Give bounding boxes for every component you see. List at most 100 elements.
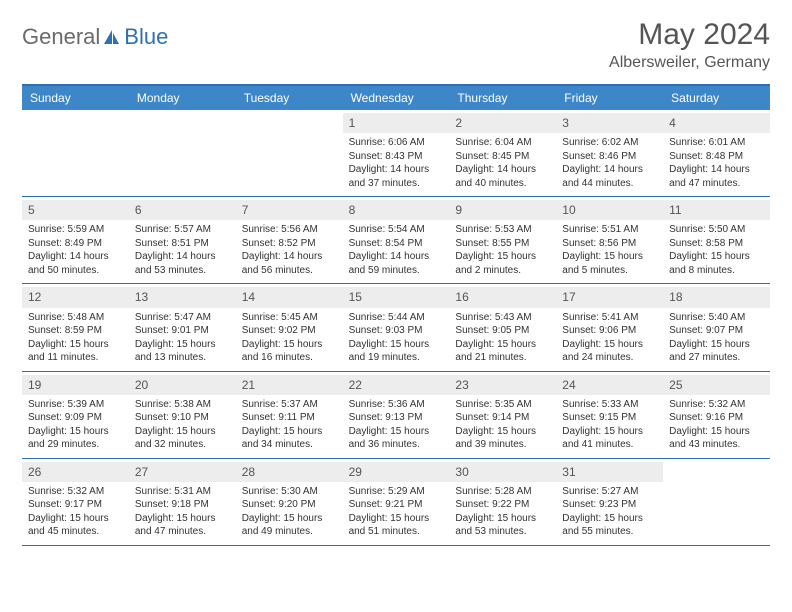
day-headers-row: Sunday Monday Tuesday Wednesday Thursday… [22,86,770,110]
sunrise-text: Sunrise: 5:56 AM [242,223,337,237]
day-number: 5 [22,200,129,220]
sunrise-text: Sunrise: 5:36 AM [349,398,444,412]
sunrise-text: Sunrise: 5:29 AM [349,485,444,499]
day-cell: 30Sunrise: 5:28 AMSunset: 9:22 PMDayligh… [449,459,556,545]
day-header: Tuesday [236,86,343,110]
day-cell: 12Sunrise: 5:48 AMSunset: 8:59 PMDayligh… [22,284,129,370]
sunrise-text: Sunrise: 6:04 AM [455,136,550,150]
daylight-text: Daylight: 15 hours and 24 minutes. [562,338,657,365]
daylight-text: Daylight: 15 hours and 39 minutes. [455,425,550,452]
sunrise-text: Sunrise: 5:40 AM [669,311,764,325]
daylight-text: Daylight: 15 hours and 53 minutes. [455,512,550,539]
title-block: May 2024 Albersweiler, Germany [609,18,770,72]
day-number: 6 [129,200,236,220]
day-number: 16 [449,287,556,307]
day-cell: . [663,459,770,545]
daylight-text: Daylight: 15 hours and 36 minutes. [349,425,444,452]
sunrise-text: Sunrise: 5:53 AM [455,223,550,237]
day-cell: 9 Sunrise: 5:53 AMSunset: 8:55 PMDaylight… [449,197,556,283]
day-number: 18 [663,287,770,307]
sunset-text: Sunset: 9:20 PM [242,498,337,512]
day-cell: 10Sunrise: 5:51 AMSunset: 8:56 PMDayligh… [556,197,663,283]
day-header: Wednesday [343,86,450,110]
sunset-text: Sunset: 8:56 PM [562,237,657,251]
day-cell: 22Sunrise: 5:36 AMSunset: 9:13 PMDayligh… [343,372,450,458]
sunset-text: Sunset: 9:06 PM [562,324,657,338]
day-cell: 17Sunrise: 5:41 AMSunset: 9:06 PMDayligh… [556,284,663,370]
day-number: 20 [129,375,236,395]
sunset-text: Sunset: 8:59 PM [28,324,123,338]
day-cell: . [236,110,343,196]
logo-text-a: General [22,24,100,50]
daylight-text: Daylight: 14 hours and 56 minutes. [242,250,337,277]
daylight-text: Daylight: 15 hours and 49 minutes. [242,512,337,539]
day-number: 19 [22,375,129,395]
day-number: 28 [236,462,343,482]
page-title: May 2024 [609,18,770,52]
day-number: 15 [343,287,450,307]
daylight-text: Daylight: 15 hours and 47 minutes. [135,512,230,539]
day-cell: 20Sunrise: 5:38 AMSunset: 9:10 PMDayligh… [129,372,236,458]
sunset-text: Sunset: 9:07 PM [669,324,764,338]
sunset-text: Sunset: 9:18 PM [135,498,230,512]
day-number: 14 [236,287,343,307]
weeks-container: ...1Sunrise: 6:06 AMSunset: 8:43 PMDayli… [22,110,770,546]
day-cell: 28 Sunrise: 5:30 AMSunset: 9:20 PMDayligh… [236,459,343,545]
sunset-text: Sunset: 9:15 PM [562,411,657,425]
day-cell: 11Sunrise: 5:50 AMSunset: 8:58 PMDayligh… [663,197,770,283]
sunrise-text: Sunrise: 5:43 AM [455,311,550,325]
daylight-text: Daylight: 15 hours and 2 minutes. [455,250,550,277]
day-number: 4 [663,113,770,133]
day-number: 1 [343,113,450,133]
day-cell: 7Sunrise: 5:56 AMSunset: 8:52 PMDaylight… [236,197,343,283]
week-row: ...1Sunrise: 6:06 AMSunset: 8:43 PMDayli… [22,110,770,197]
day-cell: 14Sunrise: 5:45 AMSunset: 9:02 PMDayligh… [236,284,343,370]
sunrise-text: Sunrise: 5:47 AM [135,311,230,325]
sunrise-text: Sunrise: 5:28 AM [455,485,550,499]
header: General Blue May 2024 Albersweiler, Germ… [22,18,770,72]
daylight-text: Daylight: 15 hours and 11 minutes. [28,338,123,365]
daylight-text: Daylight: 15 hours and 5 minutes. [562,250,657,277]
sunset-text: Sunset: 8:55 PM [455,237,550,251]
day-cell: 5Sunrise: 5:59 AMSunset: 8:49 PMDaylight… [22,197,129,283]
daylight-text: Daylight: 14 hours and 37 minutes. [349,163,444,190]
day-number: 7 [236,200,343,220]
day-cell: 26Sunrise: 5:32 AMSunset: 9:17 PMDayligh… [22,459,129,545]
sunrise-text: Sunrise: 5:30 AM [242,485,337,499]
day-header: Thursday [449,86,556,110]
sunrise-text: Sunrise: 5:50 AM [669,223,764,237]
day-cell: 29Sunrise: 5:29 AMSunset: 9:21 PMDayligh… [343,459,450,545]
sunset-text: Sunset: 9:11 PM [242,411,337,425]
logo-sail-icon [102,28,122,46]
week-row: 12Sunrise: 5:48 AMSunset: 8:59 PMDayligh… [22,284,770,371]
day-cell: 16Sunrise: 5:43 AMSunset: 9:05 PMDayligh… [449,284,556,370]
logo-text-b: Blue [124,24,168,50]
daylight-text: Daylight: 15 hours and 13 minutes. [135,338,230,365]
sunset-text: Sunset: 9:03 PM [349,324,444,338]
day-header: Saturday [663,86,770,110]
sunrise-text: Sunrise: 5:41 AM [562,311,657,325]
week-row: 26Sunrise: 5:32 AMSunset: 9:17 PMDayligh… [22,459,770,546]
sunset-text: Sunset: 9:14 PM [455,411,550,425]
day-cell: 18 Sunrise: 5:40 AMSunset: 9:07 PMDayligh… [663,284,770,370]
day-number: 29 [343,462,450,482]
sunset-text: Sunset: 8:43 PM [349,150,444,164]
location-label: Albersweiler, Germany [609,54,770,72]
sunrise-text: Sunrise: 5:48 AM [28,311,123,325]
sunrise-text: Sunrise: 5:51 AM [562,223,657,237]
sunset-text: Sunset: 9:05 PM [455,324,550,338]
daylight-text: Daylight: 15 hours and 19 minutes. [349,338,444,365]
sunrise-text: Sunrise: 5:38 AM [135,398,230,412]
day-number: 9 [449,200,556,220]
sunset-text: Sunset: 9:23 PM [562,498,657,512]
sunrise-text: Sunrise: 5:37 AM [242,398,337,412]
daylight-text: Daylight: 14 hours and 47 minutes. [669,163,764,190]
daylight-text: Daylight: 15 hours and 43 minutes. [669,425,764,452]
day-cell: 8Sunrise: 5:54 AMSunset: 8:54 PMDaylight… [343,197,450,283]
sunrise-text: Sunrise: 5:54 AM [349,223,444,237]
daylight-text: Daylight: 15 hours and 27 minutes. [669,338,764,365]
sunset-text: Sunset: 9:01 PM [135,324,230,338]
day-number: 23 [449,375,556,395]
sunset-text: Sunset: 8:46 PM [562,150,657,164]
sunset-text: Sunset: 9:13 PM [349,411,444,425]
